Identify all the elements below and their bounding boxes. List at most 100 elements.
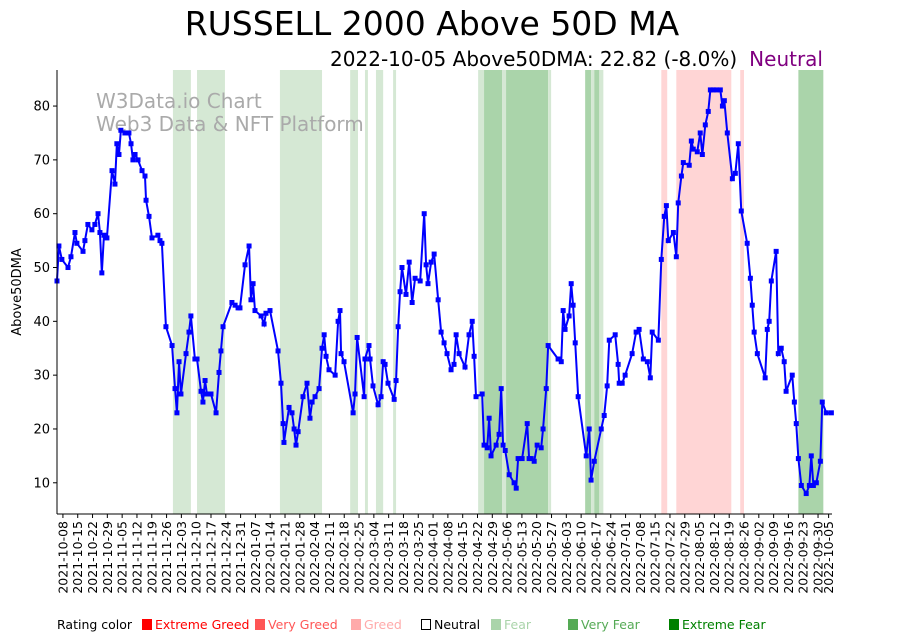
- x-tick-label: 2022-03-11: [381, 521, 396, 594]
- data-point: [713, 87, 719, 93]
- data-point: [109, 168, 115, 174]
- data-point: [323, 353, 329, 359]
- data-point: [163, 324, 169, 330]
- data-point: [275, 348, 281, 354]
- data-point: [194, 356, 200, 362]
- data-point: [366, 343, 372, 349]
- data-point: [738, 208, 744, 214]
- legend-label: Greed: [364, 617, 402, 632]
- legend-swatch: [568, 619, 578, 630]
- data-point: [59, 256, 65, 262]
- data-point: [697, 130, 703, 136]
- data-point: [783, 388, 789, 394]
- data-point: [469, 318, 475, 324]
- x-tick-label: 2021-10-08: [55, 521, 70, 594]
- legend-label: Extreme Fear: [682, 617, 766, 632]
- x-tick-label: 2022-02-11: [322, 521, 337, 594]
- data-point: [473, 394, 479, 400]
- data-point: [286, 404, 292, 410]
- x-tick-label: 2022-08-26: [737, 521, 752, 594]
- x-tick-label: 2021-11-26: [159, 521, 174, 594]
- data-point: [795, 456, 801, 462]
- data-point: [791, 399, 797, 405]
- data-point: [309, 399, 315, 405]
- data-point: [232, 302, 238, 308]
- data-point: [316, 386, 322, 392]
- x-tick-label: 2022-05-27: [544, 521, 559, 594]
- data-point: [341, 359, 347, 365]
- data-point: [242, 262, 248, 268]
- data-point: [724, 130, 730, 136]
- x-tick-label: 2022-09-09: [766, 521, 781, 594]
- data-point: [143, 197, 149, 203]
- data-point: [208, 391, 214, 397]
- data-point: [278, 380, 284, 386]
- data-point: [636, 326, 642, 332]
- data-point: [543, 386, 549, 392]
- watermark-line2: Web3 Data & NFT Platform: [96, 112, 364, 136]
- data-point: [155, 232, 161, 238]
- data-point: [172, 386, 178, 392]
- x-tick-label: 2022-01-28: [292, 521, 307, 594]
- data-point: [174, 410, 180, 416]
- data-point: [673, 254, 679, 260]
- rating-band: [502, 70, 507, 514]
- rating-label: Neutral: [749, 47, 823, 71]
- legend-title: Rating color: [57, 617, 133, 632]
- legend-swatch: [255, 619, 265, 630]
- data-point: [354, 334, 360, 340]
- data-point: [749, 302, 755, 308]
- data-point: [188, 313, 194, 319]
- data-point: [417, 278, 423, 284]
- data-point: [515, 456, 521, 462]
- data-point: [350, 410, 356, 416]
- x-tick-label: 2022-06-17: [588, 521, 603, 594]
- data-point: [291, 426, 297, 432]
- data-point: [176, 359, 182, 365]
- data-point: [798, 482, 804, 488]
- data-point: [690, 146, 696, 152]
- legend-swatch: [669, 619, 679, 630]
- rating-band: [478, 70, 485, 514]
- data-point: [670, 230, 676, 236]
- data-point: [808, 453, 814, 459]
- data-point: [702, 122, 708, 128]
- data-point: [178, 391, 184, 397]
- x-tick-label: 2022-07-01: [618, 521, 633, 594]
- data-point: [352, 391, 358, 397]
- data-point: [622, 372, 628, 378]
- legend-swatch: [421, 619, 431, 630]
- data-point: [378, 394, 384, 400]
- data-point: [598, 426, 604, 432]
- rating-band: [350, 70, 358, 514]
- legend-item: Fear: [491, 617, 531, 632]
- data-point: [453, 332, 459, 338]
- x-tick-label: 2022-08-12: [707, 521, 722, 594]
- x-tick-label: 2022-07-15: [648, 521, 663, 594]
- x-tick-label: 2022-09-23: [796, 521, 811, 594]
- x-tick-label: 2022-04-08: [440, 521, 455, 594]
- data-point: [732, 170, 738, 176]
- data-point: [295, 429, 301, 435]
- series-line: [54, 87, 834, 497]
- y-tick-label: 50: [33, 261, 50, 276]
- data-point: [130, 157, 136, 163]
- rating-band: [740, 70, 745, 514]
- legend-swatch: [351, 619, 361, 630]
- data-point: [699, 151, 705, 157]
- x-tick-label: 2021-11-19: [144, 521, 159, 594]
- data-point: [675, 200, 681, 206]
- data-point: [380, 359, 386, 365]
- data-point: [719, 103, 725, 109]
- legend-item: Very Fear: [568, 617, 640, 632]
- data-point: [588, 477, 594, 483]
- y-tick-label: 20: [33, 422, 50, 437]
- data-point: [409, 299, 415, 305]
- data-point: [218, 348, 224, 354]
- data-point: [717, 87, 723, 93]
- x-tick-label: 2022-02-25: [352, 521, 367, 594]
- data-point: [97, 230, 103, 236]
- data-point: [122, 130, 128, 136]
- x-tick-label: 2021-10-15: [70, 521, 85, 594]
- data-point: [126, 130, 132, 136]
